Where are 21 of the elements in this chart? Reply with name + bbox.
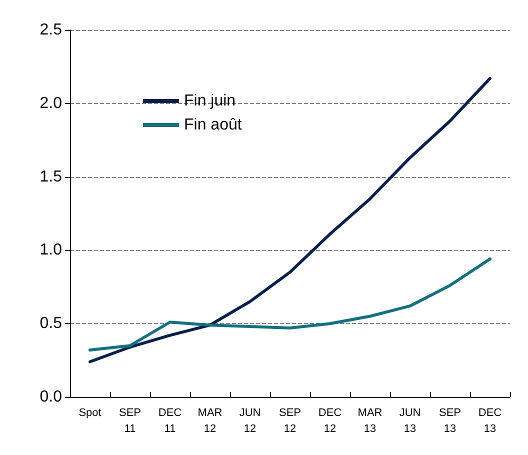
- y-tick-label: 2.5: [40, 22, 62, 38]
- x-tick-label: MAR 12: [198, 407, 222, 435]
- x-tick-label: MAR 13: [358, 407, 382, 435]
- x-tick-label: Spot: [78, 407, 102, 419]
- y-tick-label: 2.0: [40, 94, 62, 112]
- x-tick-label: DEC 11: [158, 407, 182, 435]
- x-tick-label: SEP 13: [438, 407, 462, 435]
- x-tick-label: JUN 12: [239, 407, 261, 435]
- legend-label: Fin août: [184, 116, 242, 134]
- x-tick-label: JUN 13: [399, 407, 421, 435]
- x-tick-label: SEP 12: [278, 407, 302, 435]
- x-tick-label: DEC 12: [318, 407, 342, 435]
- y-tick-label: 0.5: [40, 315, 62, 332]
- line-series: [88, 258, 492, 352]
- line-series: [88, 76, 492, 364]
- y-tick-label: 1.5: [40, 168, 62, 186]
- y-tick-label: 0.0: [40, 388, 62, 406]
- legend-label: Fin juin: [184, 92, 236, 110]
- x-tick-label: DEC 13: [478, 407, 502, 435]
- y-tick-label: 1.0: [40, 242, 62, 259]
- x-tick-label: SEP 11: [118, 407, 142, 435]
